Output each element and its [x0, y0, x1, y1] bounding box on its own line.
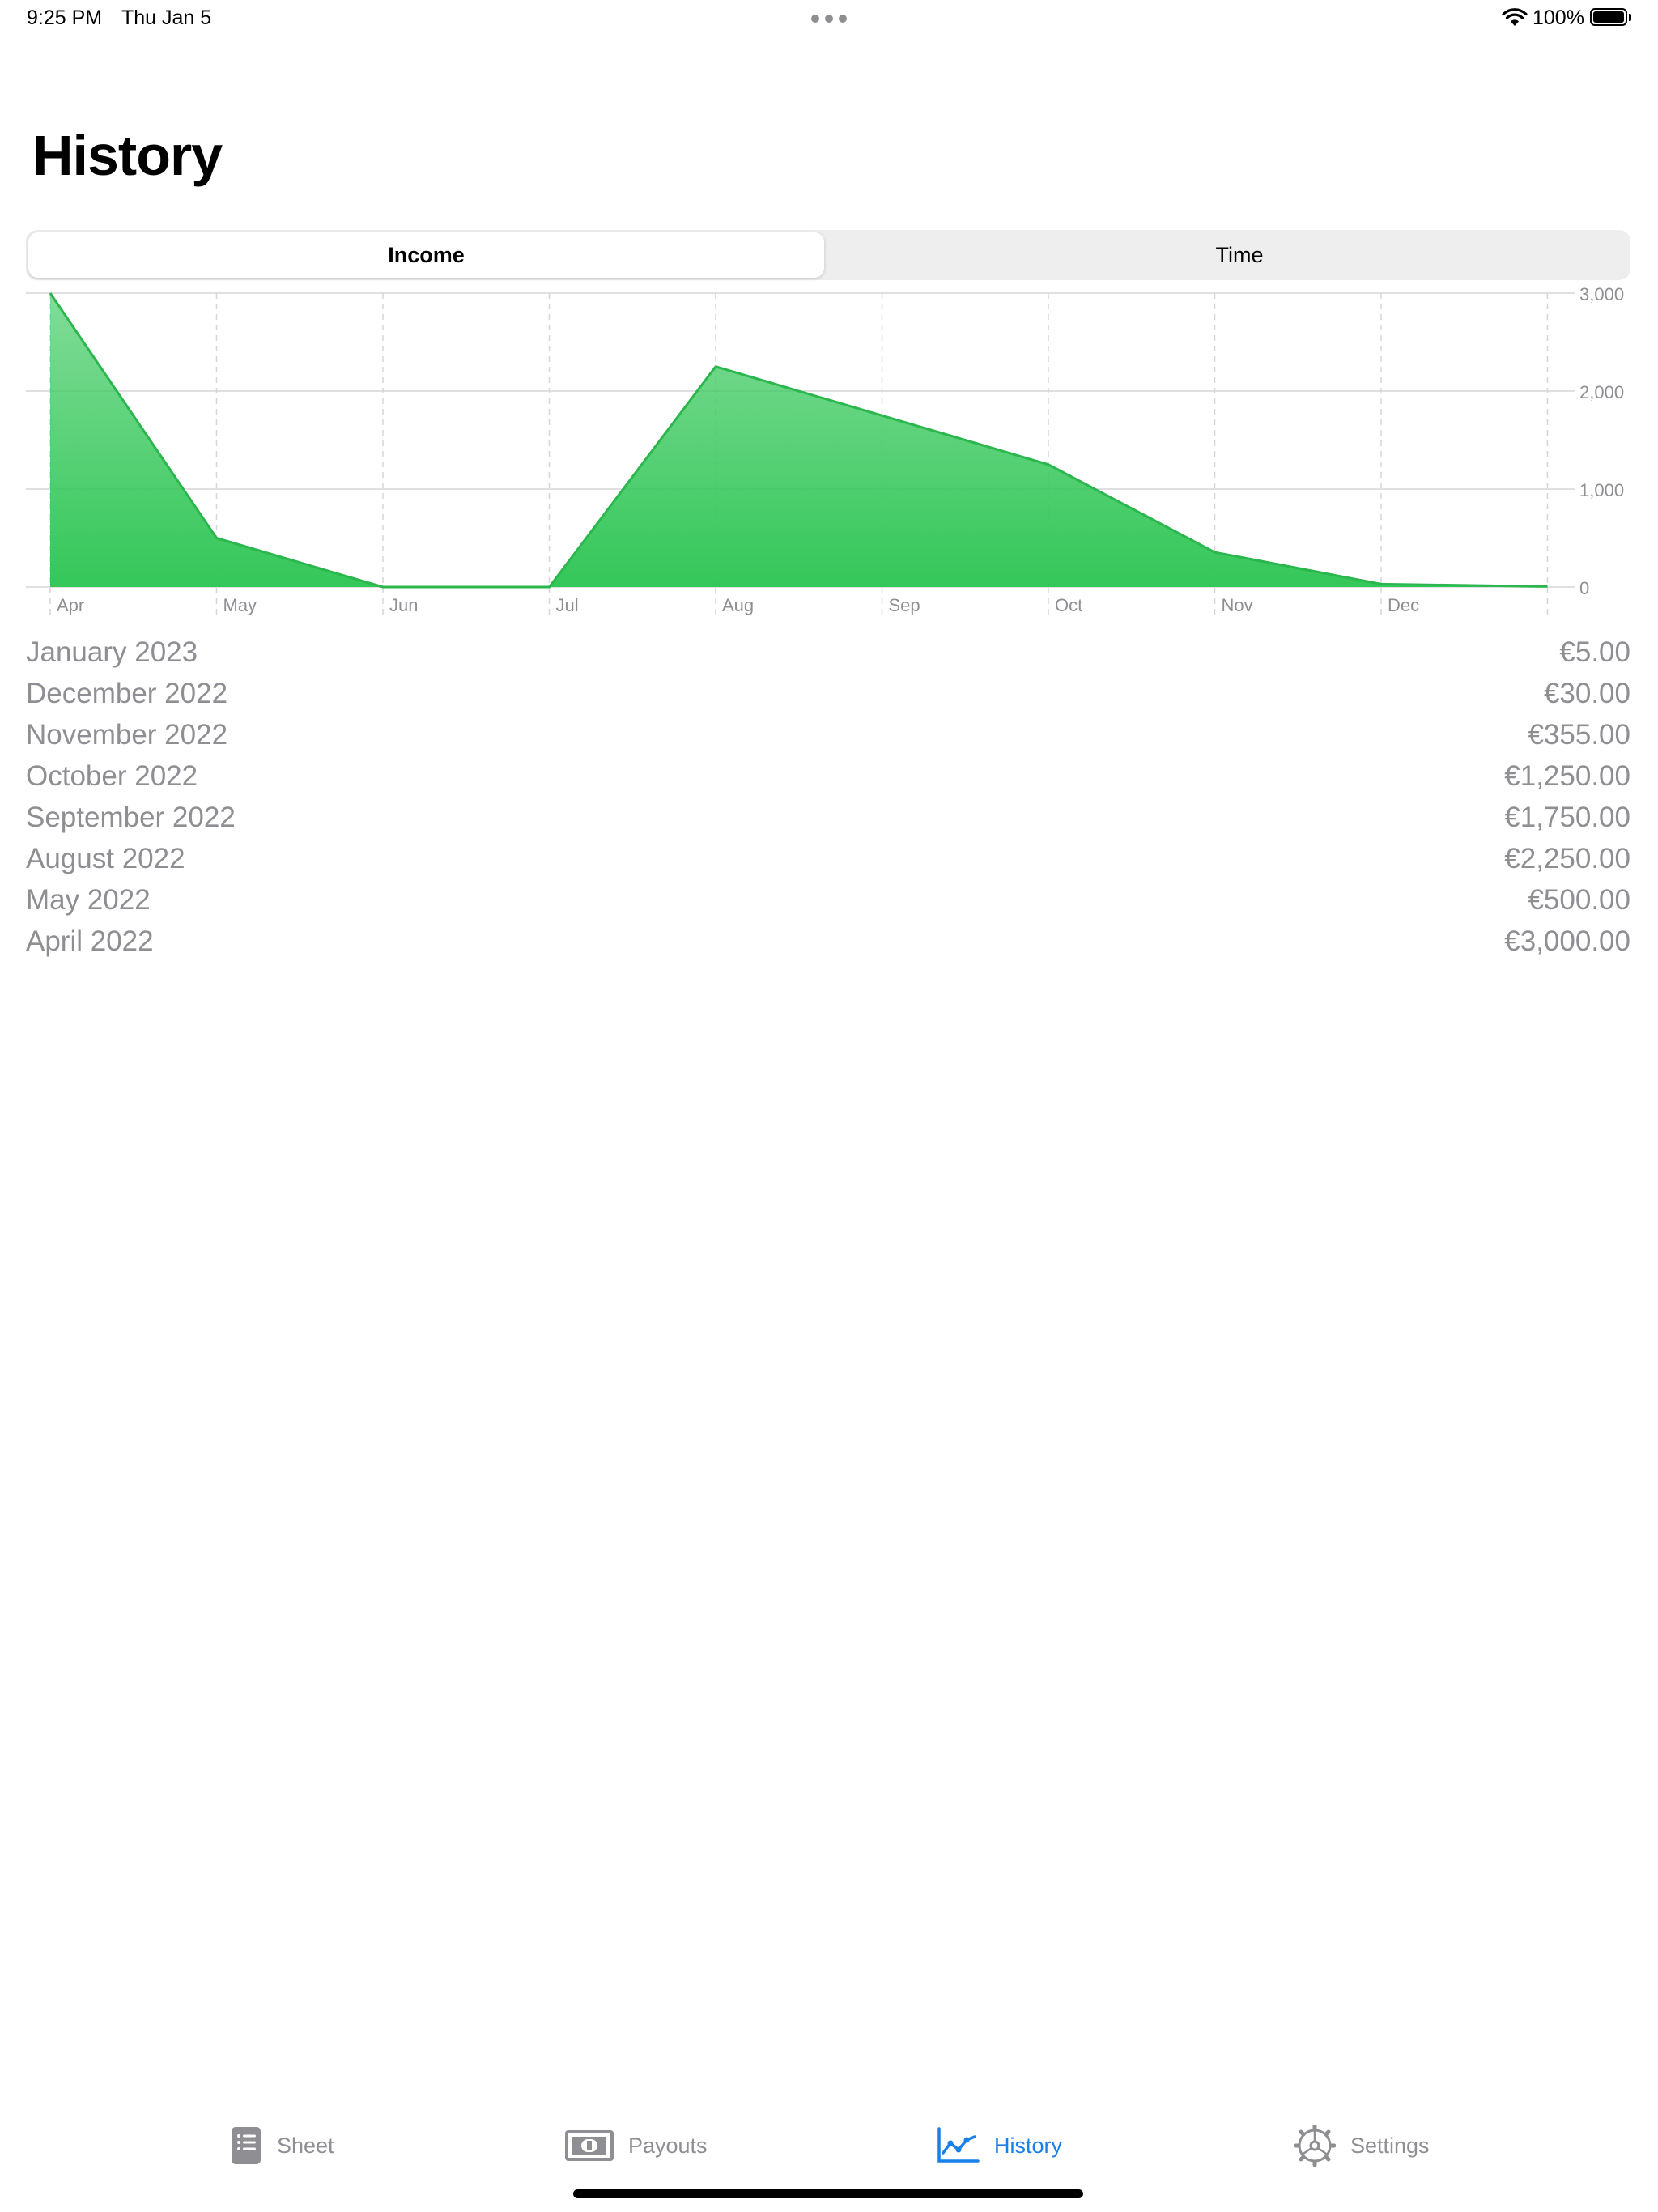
page-title: History	[32, 124, 223, 187]
x-tick-label: Dec	[1388, 595, 1419, 615]
history-month: October 2022	[26, 760, 198, 792]
segmented-control: Income Time	[26, 230, 1630, 280]
status-bar: 9:25 PM Thu Jan 5 100%	[0, 0, 1658, 40]
x-tick-label: May	[223, 595, 257, 615]
tab-sheet-label: Sheet	[277, 2133, 334, 2158]
history-month: December 2022	[26, 678, 228, 709]
history-amount: €1,250.00	[1504, 760, 1630, 792]
history-month: April 2022	[26, 925, 154, 957]
history-list: January 2023 €5.00 December 2022 €30.00 Nove…	[26, 636, 1630, 967]
tab-settings-label: Settings	[1350, 2133, 1430, 2158]
history-amount: €5.00	[1559, 636, 1630, 668]
x-tick-label: Jul	[556, 595, 579, 615]
multitasking-dots-icon[interactable]	[811, 15, 847, 23]
tab-history[interactable]: History	[936, 2105, 1062, 2186]
status-date: Thu Jan 5	[121, 6, 212, 29]
history-row[interactable]: August 2022 €2,250.00	[26, 843, 1630, 884]
x-tick-label: Nov	[1222, 595, 1253, 615]
x-tick-label: Oct	[1055, 595, 1082, 615]
tab-sheet[interactable]: Sheet	[230, 2105, 334, 2186]
tab-payouts[interactable]: Payouts	[565, 2105, 708, 2186]
tab-payouts-label: Payouts	[628, 2133, 708, 2158]
home-indicator	[573, 2189, 1083, 2198]
x-tick-label: Apr	[57, 595, 84, 615]
history-row[interactable]: October 2022 €1,250.00	[26, 760, 1630, 802]
income-area	[50, 293, 1548, 587]
history-amount: €355.00	[1528, 719, 1630, 751]
history-amount: €500.00	[1528, 884, 1630, 916]
history-month: November 2022	[26, 719, 228, 751]
battery-percent: 100%	[1533, 6, 1584, 29]
history-row[interactable]: May 2022 €500.00	[26, 884, 1630, 925]
history-amount: €30.00	[1543, 678, 1630, 709]
battery-icon	[1590, 8, 1627, 26]
history-row[interactable]: April 2022 €3,000.00	[26, 925, 1630, 967]
history-month: September 2022	[26, 802, 236, 833]
history-amount: €2,250.00	[1504, 843, 1630, 874]
tab-settings[interactable]: Settings	[1294, 2105, 1430, 2186]
x-tick-label: Sep	[889, 595, 920, 615]
history-row[interactable]: January 2023 €5.00	[26, 636, 1630, 678]
chart-line-icon	[937, 2127, 980, 2163]
history-amount: €3,000.00	[1504, 925, 1630, 957]
y-tick-label: 2,000	[1579, 382, 1624, 402]
history-month: May 2022	[26, 884, 151, 916]
history-row[interactable]: September 2022 €1,750.00	[26, 802, 1630, 843]
segment-time[interactable]: Time	[1215, 242, 1264, 267]
y-tick-label: 0	[1579, 578, 1589, 598]
x-tick-label: Jun	[389, 595, 418, 615]
segment-income[interactable]: Income	[28, 232, 824, 278]
y-tick-label: 1,000	[1579, 480, 1624, 500]
history-row[interactable]: December 2022 €30.00	[26, 678, 1630, 719]
x-tick-label: Aug	[722, 595, 754, 615]
history-row[interactable]: November 2022 €355.00	[26, 719, 1630, 760]
history-month: August 2022	[26, 843, 185, 874]
gear-icon	[1294, 2125, 1336, 2167]
tab-history-label: History	[994, 2133, 1063, 2158]
tab-bar: Sheet Payouts History	[0, 2105, 1658, 2212]
sheet-icon	[232, 2127, 261, 2164]
income-line	[49, 292, 1548, 589]
income-area-chart: 3,000 2,000 1,000 0 Apr May Jun Jul Aug Sep Oct Nov…	[26, 284, 1624, 617]
battery-nub	[1629, 14, 1631, 21]
banknote-icon	[565, 2130, 614, 2161]
y-tick-label: 3,000	[1579, 284, 1624, 304]
history-month: January 2023	[26, 636, 198, 668]
history-amount: €1,750.00	[1504, 802, 1630, 833]
wifi-icon	[1502, 8, 1528, 26]
status-time: 9:25 PM	[27, 6, 103, 29]
